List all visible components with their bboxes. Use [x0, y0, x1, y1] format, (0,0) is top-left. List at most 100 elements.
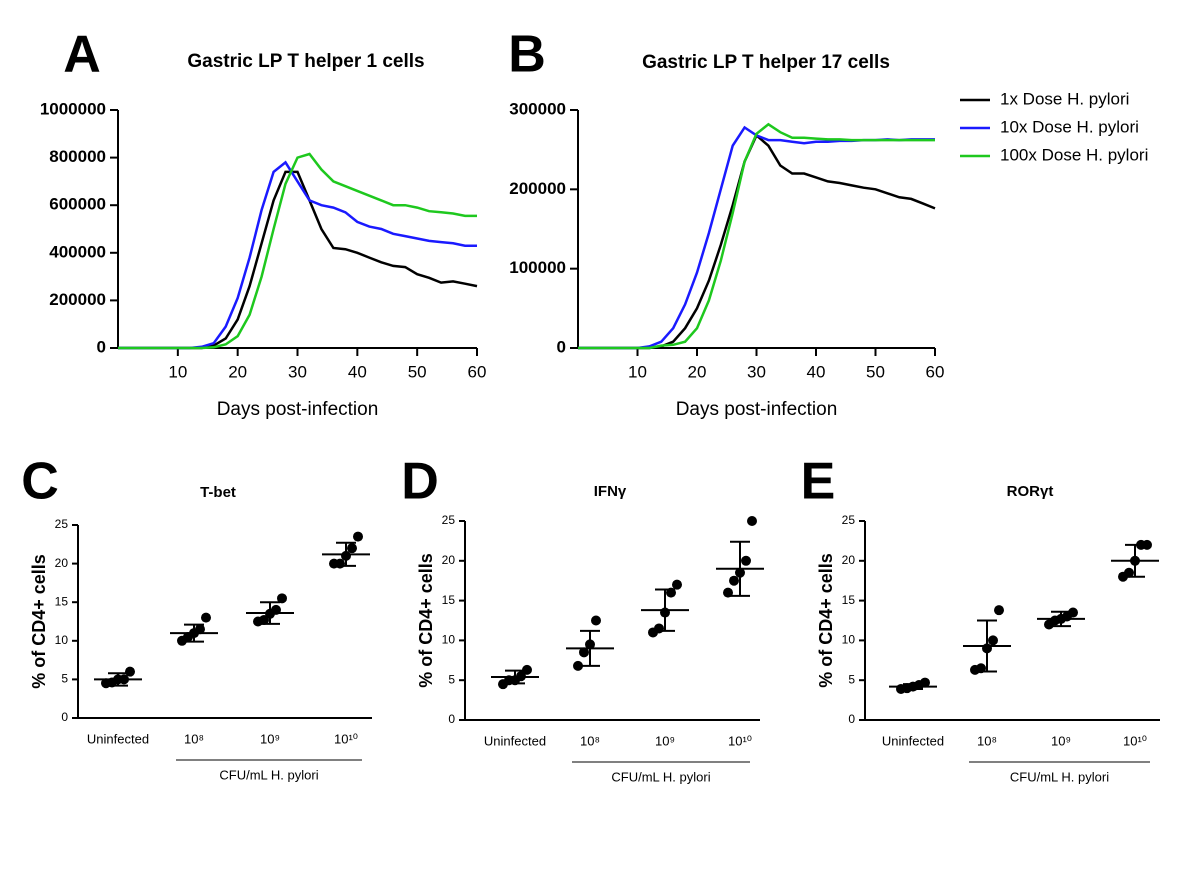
chart-title: IFNγ — [594, 483, 627, 500]
x-tick-label: 10⁹ — [260, 731, 280, 746]
data-point — [522, 664, 532, 675]
legend-label: 100x Dose H. pylori — [1000, 145, 1148, 164]
sd-bar — [260, 601, 280, 625]
y-tick-label: 15 — [842, 593, 856, 607]
y-axis-label: % of CD4+ cells — [416, 553, 436, 688]
x-tick-label: 10 — [628, 362, 647, 381]
sd-bar — [903, 683, 923, 690]
y-tick-label: 0 — [848, 712, 855, 726]
y-tick-label: 20 — [842, 553, 856, 567]
x-tick-label: 20 — [228, 362, 247, 381]
x-tick-label: 60 — [468, 362, 487, 381]
legend-label: 1x Dose H. pylori — [1000, 89, 1129, 108]
series-line — [578, 122, 935, 350]
x-tick-label: 10⁸ — [977, 733, 997, 748]
y-tick-label: 5 — [848, 672, 855, 686]
data-point — [747, 516, 757, 526]
sd-bar — [336, 541, 356, 567]
x-tick-label: Uninfected — [484, 733, 546, 748]
data-point — [353, 531, 363, 542]
y-tick-label: 0 — [97, 337, 106, 356]
series-line — [578, 125, 935, 350]
x-tick-label: Uninfected — [882, 733, 944, 748]
x-tick-label: 10¹⁰ — [728, 733, 752, 748]
y-tick-label: 600000 — [49, 195, 106, 214]
data-point — [573, 660, 583, 671]
group-label: CFU/mL H. pylori — [611, 769, 710, 784]
y-tick-label: 20 — [55, 556, 69, 570]
sd-bar — [730, 540, 750, 597]
x-axis-label: Days post-infection — [676, 399, 838, 420]
data-point — [729, 575, 739, 586]
data-point — [988, 635, 998, 646]
y-tick-label: 0 — [61, 710, 68, 724]
y-tick-label: 25 — [442, 513, 456, 527]
y-tick-label: 15 — [55, 594, 69, 608]
sd-bar — [184, 623, 204, 643]
panel-letter: B — [508, 26, 546, 84]
y-tick-label: 5 — [61, 672, 68, 686]
y-tick-label: 1000000 — [40, 99, 106, 118]
series-line — [118, 170, 478, 350]
data-point — [994, 605, 1004, 616]
sd-bar — [1051, 610, 1071, 628]
data-point — [125, 666, 135, 677]
y-axis-label: % of CD4+ cells — [816, 553, 836, 688]
chart-title: Gastric LP T helper 17 cells — [642, 52, 890, 73]
data-point — [1068, 607, 1078, 618]
sd-bar — [977, 619, 997, 673]
data-point — [259, 614, 269, 625]
panel-letter: A — [63, 26, 101, 84]
y-tick-label: 0 — [448, 712, 455, 726]
x-axis-label: Days post-infection — [217, 399, 379, 420]
y-tick-label: 0 — [557, 337, 566, 356]
x-tick-label: 40 — [807, 362, 826, 381]
legend-label: 10x Dose H. pylori — [1000, 117, 1139, 136]
y-tick-label: 25 — [55, 517, 69, 531]
y-tick-label: 10 — [442, 633, 456, 647]
sd-bar — [505, 669, 525, 685]
series-line — [118, 152, 477, 350]
series-line — [578, 133, 936, 350]
x-tick-label: 10 — [168, 362, 187, 381]
y-tick-label: 800000 — [49, 147, 106, 166]
data-point — [277, 593, 287, 604]
data-point — [672, 579, 682, 590]
data-point — [591, 615, 601, 626]
y-tick-label: 400000 — [49, 242, 106, 261]
chart-title: T-bet — [200, 484, 236, 501]
group-label: CFU/mL H. pylori — [219, 767, 318, 782]
group-label: CFU/mL H. pylori — [1010, 769, 1109, 784]
y-tick-label: 200000 — [509, 179, 566, 198]
y-tick-label: 100000 — [509, 258, 566, 277]
x-tick-label: 30 — [747, 362, 766, 381]
x-tick-label: 10¹⁰ — [334, 731, 358, 746]
y-tick-label: 25 — [842, 513, 856, 527]
y-axis-label: % of CD4+ cells — [29, 554, 49, 689]
x-tick-label: 10¹⁰ — [1123, 733, 1147, 748]
y-tick-label: 300000 — [509, 99, 566, 118]
x-tick-label: 60 — [926, 362, 945, 381]
x-tick-label: 10⁸ — [580, 733, 600, 748]
x-tick-label: 10⁹ — [655, 733, 675, 748]
x-tick-label: 50 — [866, 362, 885, 381]
y-tick-label: 5 — [448, 672, 455, 686]
x-tick-label: 30 — [288, 362, 307, 381]
sd-bar — [580, 629, 600, 667]
x-tick-label: 40 — [348, 362, 367, 381]
data-point — [654, 623, 664, 634]
sd-bar — [1125, 543, 1145, 578]
y-tick-label: 20 — [442, 553, 456, 567]
y-tick-label: 15 — [442, 593, 456, 607]
x-tick-label: 10⁸ — [184, 731, 204, 746]
sd-bar — [655, 588, 675, 632]
data-point — [741, 555, 751, 566]
panel-letter: E — [801, 453, 836, 511]
panel-letter: C — [21, 453, 59, 511]
chart-title: Gastric LP T helper 1 cells — [187, 51, 424, 72]
y-tick-label: 10 — [55, 633, 69, 647]
data-point — [1142, 539, 1152, 550]
y-tick-label: 200000 — [49, 290, 106, 309]
x-tick-label: Uninfected — [87, 731, 149, 746]
